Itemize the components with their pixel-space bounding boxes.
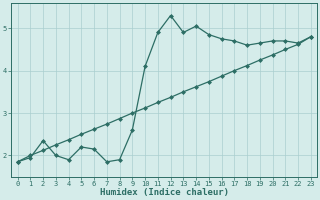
X-axis label: Humidex (Indice chaleur): Humidex (Indice chaleur) bbox=[100, 188, 229, 197]
